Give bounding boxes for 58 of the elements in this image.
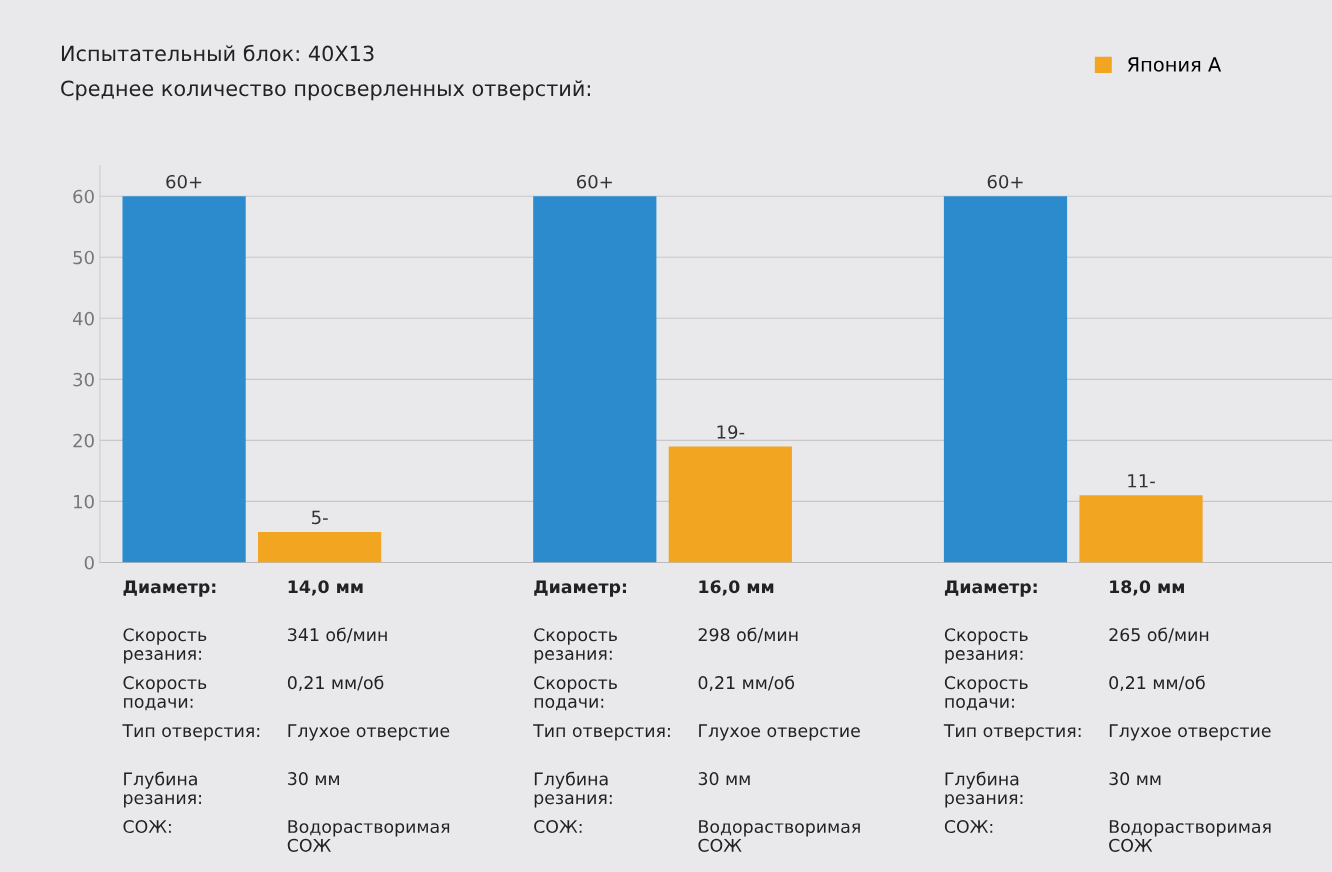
text: Скорость подачи: (534, 676, 617, 711)
text: Глубина резания: (945, 771, 1023, 808)
chart-subtitle: Среднее количество просверленных отверстий: (61, 80, 590, 101)
text: Глубина резания: (124, 771, 201, 808)
text: Скорость подачи: (123, 676, 207, 711)
text: 0,21 мм/об (698, 675, 795, 692)
y-tick-label: 40 (72, 311, 94, 326)
text: 18,0 мм (1110, 580, 1184, 596)
text: Водорастворимая СОЖ (698, 820, 860, 852)
text: Диаметр: (534, 580, 626, 597)
text: СОЖ: (534, 819, 582, 834)
bar (533, 196, 657, 563)
y-tick-label: 60 (73, 189, 94, 204)
text: Скорость резания: (123, 628, 207, 664)
text: 341 об/мин (288, 627, 387, 643)
text: Глухое отверстие (288, 724, 450, 741)
bar (1079, 495, 1203, 563)
text: Глухое отверстие (699, 724, 860, 741)
data-label: 60+ (166, 174, 202, 189)
text: 0,21 мм/об (1109, 675, 1205, 692)
text: Скорость резания: (944, 628, 1028, 664)
text: 30 мм (288, 772, 339, 786)
text: 298 об/мин (698, 627, 798, 643)
text: 14,0 мм (288, 580, 363, 596)
y-tick-label: 50 (73, 250, 94, 265)
text: Водорастворимая СОЖ (1109, 820, 1271, 852)
bar (668, 446, 792, 563)
text: СОЖ: (944, 819, 993, 834)
data-label: 60+ (577, 174, 612, 189)
bar (122, 196, 246, 563)
y-tick-label: 30 (73, 372, 94, 387)
text: Глубина резания: (534, 771, 612, 808)
bar (258, 531, 382, 563)
text: Диаметр: (123, 580, 216, 597)
text: Диаметр: (944, 580, 1037, 597)
text: Скорость подачи: (944, 676, 1028, 711)
text: 0,21 мм/об (287, 675, 384, 692)
text: 16,0 мм (699, 580, 774, 596)
text: 30 мм (1109, 772, 1161, 786)
text: Тип отверстия: (122, 724, 260, 741)
y-tick-label: 20 (73, 433, 94, 448)
chart-title: Испытательный блок: 40X13 (61, 44, 374, 62)
y-tick-label: 0 (84, 555, 94, 570)
text: СОЖ: (123, 819, 171, 834)
y-tick-label: 10 (74, 494, 94, 509)
text: Тип отверстия: (943, 724, 1081, 741)
text: 265 об/мин (1109, 627, 1209, 643)
text: Скорость резания: (534, 628, 617, 664)
legend-label: Япония A (1127, 57, 1222, 72)
data-label: 60+ (987, 174, 1023, 189)
text: Тип отверстия: (533, 724, 670, 741)
data-label: 19- (717, 425, 745, 439)
bar (943, 196, 1068, 563)
text: 30 мм (698, 772, 750, 786)
data-label: 11- (1128, 474, 1155, 488)
text: Глухое отверстие (1109, 724, 1271, 741)
text: Водорастворимая СОЖ (287, 820, 450, 852)
data-label: 5- (312, 510, 328, 525)
